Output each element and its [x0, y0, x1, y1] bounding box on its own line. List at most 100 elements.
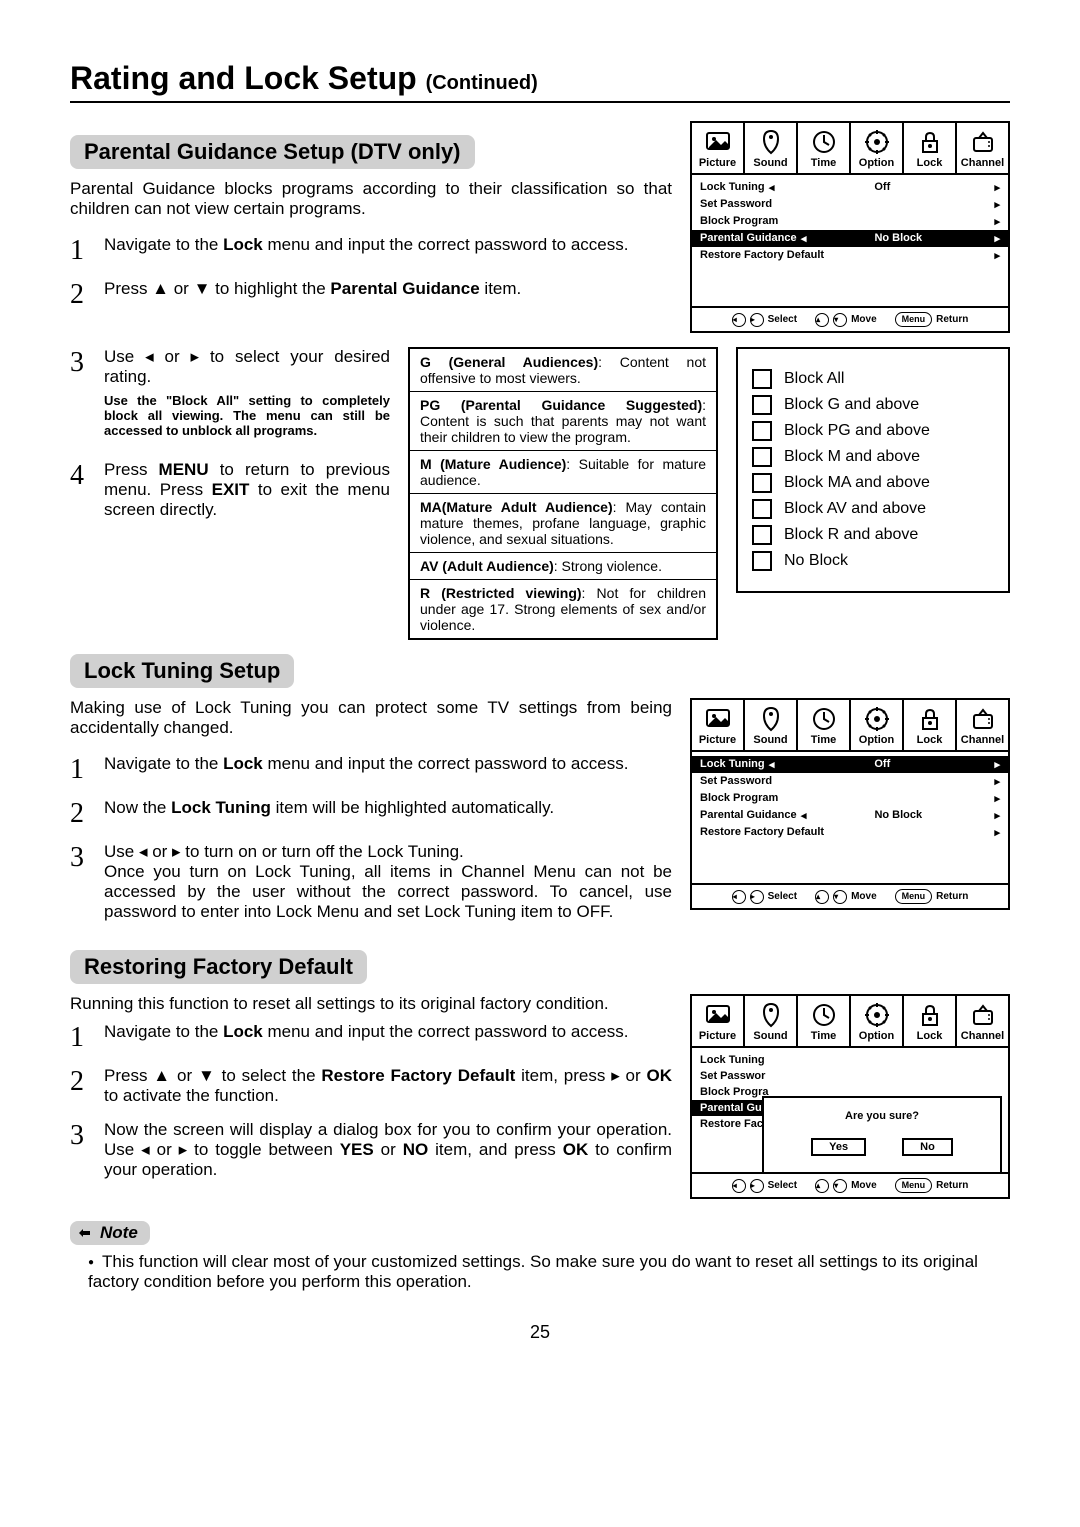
osd-tab-sound: Sound: [745, 123, 798, 175]
block-option-label: Block MA and above: [784, 474, 930, 492]
picture-icon: [703, 127, 733, 157]
block-option[interactable]: Block MA and above: [752, 473, 994, 493]
page-title-text: Rating and Lock Setup: [70, 60, 417, 96]
block-option[interactable]: No Block: [752, 551, 994, 571]
dialog-question: Are you sure?: [774, 1110, 990, 1122]
step-number: 2: [70, 279, 104, 309]
osd-row-highlighted: Parental Guidance◂No Block▸: [692, 230, 1008, 247]
section2-intro: Making use of Lock Tuning you can protec…: [70, 698, 672, 738]
block-option[interactable]: Block R and above: [752, 525, 994, 545]
block-option-label: No Block: [784, 552, 848, 570]
step-4: 4 Press MENU to return to previous menu.…: [70, 460, 390, 520]
block-option-label: Block PG and above: [784, 422, 930, 440]
checkbox-icon: [752, 369, 772, 389]
rating-definitions: G (General Audiences): Content not offen…: [408, 347, 718, 640]
step-1: 1 Navigate to the Lock menu and input th…: [70, 235, 672, 265]
block-option-label: Block AV and above: [784, 500, 926, 518]
confirm-dialog: Are you sure? Yes No: [762, 1096, 1002, 1174]
option-icon: [862, 127, 892, 157]
osd-row-label: Parental Gui: [700, 1102, 765, 1114]
option-icon: [862, 1000, 892, 1030]
note-badge: Note: [70, 1221, 150, 1245]
step-body: Navigate to the Lock menu and input the …: [104, 754, 672, 784]
osd-row-label: Restore Factory Default: [700, 249, 824, 262]
footer-return: Return: [936, 891, 968, 902]
section2-title: Lock Tuning Setup: [70, 654, 294, 688]
checkbox-icon: [752, 395, 772, 415]
lock-icon: [915, 704, 945, 734]
block-option[interactable]: Block All: [752, 369, 994, 389]
hand-icon: [76, 1223, 96, 1243]
osd-menu-parental: PictureSoundTimeOptionLockChannel Lock T…: [690, 121, 1010, 333]
osd-row-value: Off: [779, 181, 986, 194]
osd-tab-picture: Picture: [692, 123, 745, 175]
footer-menu: Menu: [895, 1178, 933, 1193]
step-2: 2 Now the Lock Tuning item will be highl…: [70, 798, 672, 828]
note-bullets: This function will clear most of your cu…: [70, 1252, 1010, 1292]
sound-icon: [756, 1000, 786, 1030]
step-body: Press ▲ or ▼ to select the Restore Facto…: [104, 1066, 672, 1106]
section1-intro: Parental Guidance blocks programs accord…: [70, 179, 672, 219]
def-av: AV (Adult Audience): Strong violence.: [410, 553, 716, 580]
osd-row-label: Block Program: [700, 792, 778, 805]
step-3: 3 Now the screen will display a dialog b…: [70, 1120, 672, 1180]
footer-return: Return: [936, 1180, 968, 1191]
block-option[interactable]: Block G and above: [752, 395, 994, 415]
step3-hint: Use the "Block All" setting to completel…: [104, 393, 390, 438]
time-icon: [809, 127, 839, 157]
osd-row-value: No Block: [811, 232, 986, 245]
step-number: 1: [70, 235, 104, 265]
osd-row-label: Parental Guidance: [700, 232, 797, 245]
lock-icon: [915, 1000, 945, 1030]
osd-menu-restore: PictureSoundTimeOptionLockChannel Lock T…: [690, 994, 1010, 1199]
step-number: 1: [70, 1022, 104, 1052]
picture-icon: [703, 704, 733, 734]
osd-tab-option: Option: [851, 123, 904, 175]
osd-row-value: No Block: [811, 809, 986, 822]
block-option-label: Block G and above: [784, 396, 919, 414]
sound-icon: [756, 127, 786, 157]
step-number: 3: [70, 1120, 104, 1180]
osd-tab-sound: Sound: [745, 996, 798, 1048]
footer-move: Move: [851, 891, 877, 902]
osd-tab-picture: Picture: [692, 996, 745, 1048]
sound-icon: [756, 704, 786, 734]
block-option[interactable]: Block AV and above: [752, 499, 994, 519]
osd-tab-option: Option: [851, 996, 904, 1048]
checkbox-icon: [752, 473, 772, 493]
osd-tabs: PictureSoundTimeOptionLockChannel: [692, 123, 1008, 175]
footer-menu: Menu: [895, 312, 933, 327]
osd-tab-option: Option: [851, 700, 904, 752]
dialog-yes-button[interactable]: Yes: [811, 1138, 866, 1156]
step-1: 1 Navigate to the Lock menu and input th…: [70, 754, 672, 784]
checkbox-icon: [752, 499, 772, 519]
section3-intro: Running this function to reset all setti…: [70, 994, 672, 1014]
page-title: Rating and Lock Setup (Continued): [70, 60, 1010, 97]
channel-icon: [968, 704, 998, 734]
osd-row-label: Lock Tuning: [700, 181, 765, 194]
title-underline: [70, 101, 1010, 103]
osd-tabs: PictureSoundTimeOptionLockChannel: [692, 700, 1008, 752]
osd-tab-channel: Channel: [957, 123, 1008, 175]
step-body: Navigate to the Lock menu and input the …: [104, 235, 672, 265]
step-number: 1: [70, 754, 104, 784]
step-2: 2 Press ▲ or ▼ to select the Restore Fac…: [70, 1066, 672, 1106]
osd-row-label: Set Passwor: [700, 1070, 765, 1082]
step-body: Now the screen will display a dialog box…: [104, 1120, 672, 1180]
step-number: 3: [70, 347, 104, 438]
block-option[interactable]: Block M and above: [752, 447, 994, 467]
osd-footer: ◂▸ Select ▴▾ Move Menu Return: [692, 306, 1008, 331]
dialog-no-button[interactable]: No: [902, 1138, 953, 1156]
osd-row-value: Off: [779, 758, 986, 771]
checkbox-icon: [752, 551, 772, 571]
footer-move: Move: [851, 314, 877, 325]
osd-tabs: PictureSoundTimeOptionLockChannel: [692, 996, 1008, 1048]
footer-select: Select: [768, 314, 797, 325]
channel-icon: [968, 127, 998, 157]
def-g: G (General Audiences): Content not offen…: [410, 349, 716, 392]
note-text: This function will clear most of your cu…: [88, 1252, 1010, 1292]
step-body: Press MENU to return to previous menu. P…: [104, 460, 390, 520]
block-option[interactable]: Block PG and above: [752, 421, 994, 441]
option-icon: [862, 704, 892, 734]
osd-tab-channel: Channel: [957, 996, 1008, 1048]
